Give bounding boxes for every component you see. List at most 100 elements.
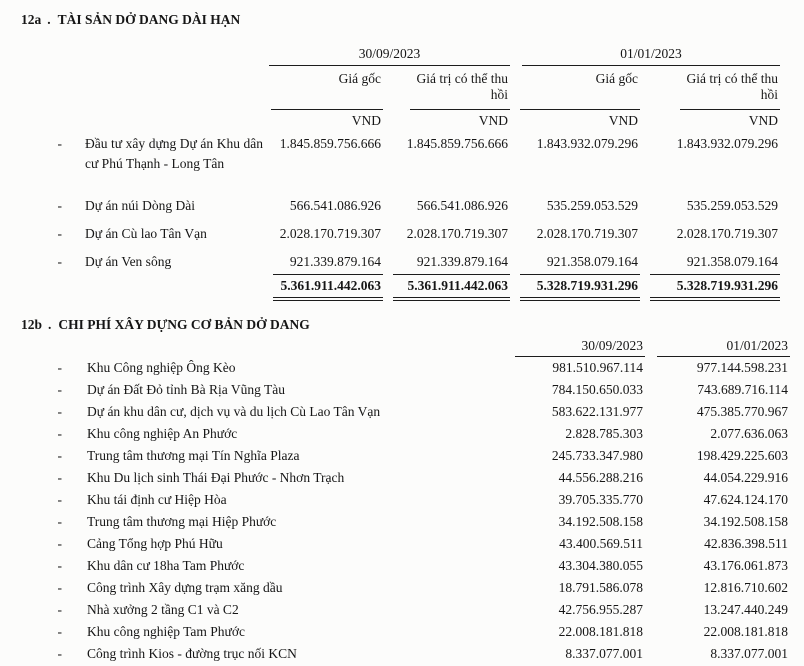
total-value: 5.328.719.931.296	[520, 274, 640, 301]
row-value: 12.816.710.602	[703, 580, 788, 595]
unit-label: VND	[748, 113, 778, 128]
row-bullet: -	[57, 226, 63, 241]
row-value: 535.259.053.529	[686, 198, 778, 213]
row-value: 1.845.859.756.666	[406, 136, 508, 151]
row-label: Đầu tư xây dựng Dự án Khu dân cư Phú Thạ…	[85, 136, 263, 171]
table-row: - Trung tâm thương mại Hiệp Phước 34.192…	[20, 511, 790, 533]
row-value: 977.144.598.231	[696, 360, 788, 375]
period-header-row-12a: 30/09/2023 01/01/2023	[20, 44, 780, 66]
table-row: - Cảng Tổng hợp Phú Hữu 43.400.569.511 4…	[20, 533, 790, 555]
spacer	[20, 110, 263, 131]
period-label-opening: 01/01/2023	[657, 336, 790, 357]
row-label: Khu dân cư 18ha Tam Phước	[87, 558, 245, 573]
period-header-row-12b: 30/09/2023 01/01/2023	[20, 336, 790, 357]
row-value: 921.339.879.164	[416, 254, 508, 269]
row-value: 42.756.955.287	[558, 602, 643, 617]
total-value: 5.361.911.442.063	[393, 274, 510, 301]
spacer	[20, 44, 263, 66]
row-value: 22.008.181.818	[703, 624, 788, 639]
row-bullet: -	[57, 602, 63, 617]
table-row: - Dự án Ven sông 921.339.879.164 921.339…	[20, 252, 780, 272]
row-value: 566.541.086.926	[416, 198, 508, 213]
subheader-cost: Giá gốc	[520, 66, 640, 110]
title-separator: .	[47, 12, 51, 27]
row-value: 566.541.086.926	[289, 198, 381, 213]
row-value: 2.028.170.719.307	[536, 226, 638, 241]
subheader-recoverable: Giá trị có thể thu hồi	[410, 66, 510, 110]
spacer	[20, 336, 515, 357]
row-value: 743.689.716.114	[697, 382, 788, 397]
row-label: Dự án Ven sông	[85, 254, 172, 269]
row-value: 2.077.636.063	[710, 426, 788, 441]
row-value: 13.247.440.249	[703, 602, 788, 617]
row-value: 18.791.586.078	[558, 580, 643, 595]
row-bullet: -	[57, 514, 63, 529]
subheader-recoverable: Giá trị có thể thu hồi	[680, 66, 780, 110]
section-12b-title: 12b. CHI PHÍ XÂY DỰNG CƠ BẢN DỞ DANG	[21, 317, 804, 333]
table-row: - Trung tâm thương mại Tín Nghĩa Plaza 2…	[20, 445, 790, 467]
row-value: 34.192.508.158	[558, 514, 643, 529]
row-value: 42.836.398.511	[704, 536, 788, 551]
row-bullet: -	[57, 580, 63, 595]
table-row: - Công trình Xây dựng trạm xăng dầu 18.7…	[20, 577, 790, 599]
row-label: Dự án Cù lao Tân Vạn	[85, 226, 207, 241]
row-bullet: -	[57, 136, 63, 151]
row-value: 8.337.077.001	[565, 646, 643, 661]
row-bullet: -	[57, 404, 63, 419]
row-label: Dự án Đất Đỏ tỉnh Bà Rịa Vũng Tàu	[87, 382, 286, 397]
row-label: Nhà xưởng 2 tầng C1 và C2	[87, 602, 239, 617]
row-label: Công trình Xây dựng trạm xăng dầu	[87, 580, 283, 595]
row-bullet: -	[57, 426, 63, 441]
row-value: 2.028.170.719.307	[676, 226, 778, 241]
period-label-opening: 01/01/2023	[522, 44, 780, 66]
table-row: - Khu tái định cư Hiệp Hòa 39.705.335.77…	[20, 489, 790, 511]
table-row: - Công trình Kios - đường trục nối KCN 8…	[20, 643, 790, 665]
row-value: 245.733.347.980	[551, 448, 643, 463]
section-12b-number: 12b	[21, 317, 43, 332]
row-value: 44.556.288.216	[558, 470, 643, 485]
table-row: - Khu công nghiệp An Phước 2.828.785.303…	[20, 423, 790, 445]
row-label: Khu tái định cư Hiệp Hòa	[87, 492, 227, 507]
row-bullet: -	[57, 448, 63, 463]
period-label-current: 30/09/2023	[269, 44, 510, 66]
row-value: 981.510.967.114	[552, 360, 643, 375]
table-row: - Khu công nghiệp Tam Phước 22.008.181.8…	[20, 621, 790, 643]
section-12a-title: 12a. TÀI SẢN DỞ DANG DÀI HẠN	[21, 12, 804, 28]
row-bullet: -	[57, 382, 63, 397]
row-value: 43.176.061.873	[703, 558, 788, 573]
row-value: 2.028.170.719.307	[406, 226, 508, 241]
row-value: 22.008.181.818	[558, 624, 643, 639]
unit-label: VND	[478, 113, 508, 128]
row-label: Trung tâm thương mại Hiệp Phước	[87, 514, 277, 529]
row-value: 2.828.785.303	[565, 426, 643, 441]
table-row: - Khu Du lịch sinh Thái Đại Phước - Nhơn…	[20, 467, 790, 489]
row-value: 535.259.053.529	[546, 198, 638, 213]
row-label: Khu công nghiệp Tam Phước	[87, 624, 245, 639]
row-bullet: -	[57, 536, 63, 551]
table-row: - Khu dân cư 18ha Tam Phước 43.304.380.0…	[20, 555, 790, 577]
unit-row-12a: VND VND VND VND	[20, 110, 780, 131]
table-row: - Dự án núi Dòng Dài 566.541.086.926 566…	[20, 196, 780, 216]
subheader-cost: Giá gốc	[271, 66, 383, 110]
row-label: Dự án khu dân cư, dịch vụ và du lịch Cù …	[87, 404, 381, 419]
row-label: Cảng Tổng hợp Phú Hữu	[87, 536, 223, 551]
row-value: 198.429.225.603	[696, 448, 788, 463]
row-value: 921.358.079.164	[546, 254, 638, 269]
row-bullet: -	[57, 492, 63, 507]
section-12a-heading: TÀI SẢN DỞ DANG DÀI HẠN	[57, 12, 241, 27]
unit-label: VND	[608, 113, 638, 128]
row-value: 583.622.131.977	[551, 404, 643, 419]
row-value: 43.400.569.511	[559, 536, 643, 551]
table-row: - Dự án khu dân cư, dịch vụ và du lịch C…	[20, 401, 790, 423]
row-value: 784.150.650.033	[551, 382, 643, 397]
section-12a-number: 12a	[21, 12, 42, 27]
spacer	[20, 66, 263, 110]
table-row: - Dự án Cù lao Tân Vạn 2.028.170.719.307…	[20, 224, 780, 244]
row-value: 1.843.932.079.296	[676, 136, 778, 151]
total-value: 5.361.911.442.063	[273, 274, 383, 301]
subheader-row-12a: Giá gốc Giá trị có thể thu hồi Giá gốc G…	[20, 66, 780, 110]
row-value: 39.705.335.770	[558, 492, 643, 507]
row-bullet: -	[57, 254, 63, 269]
table-row: - Khu Công nghiệp Ông Kèo 981.510.967.11…	[20, 357, 790, 379]
